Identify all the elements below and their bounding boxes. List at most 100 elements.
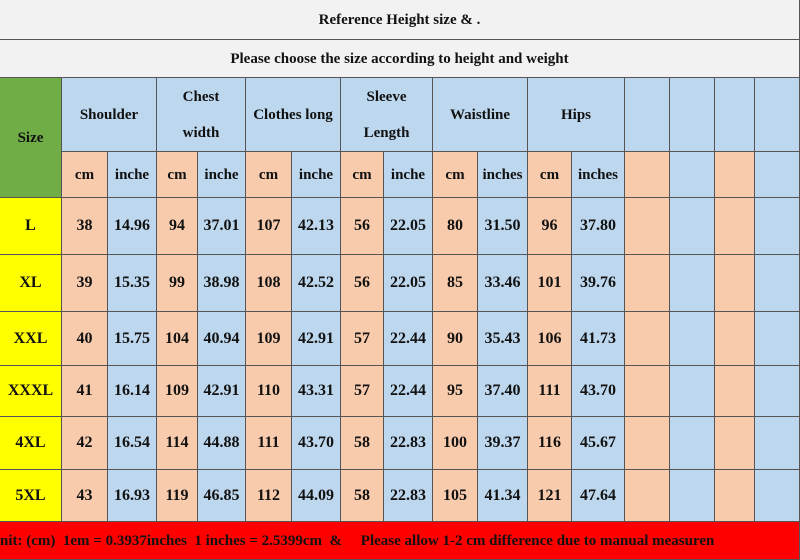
measurement: 22.83 xyxy=(384,417,433,470)
measurement: 44.88 xyxy=(198,417,246,470)
empty-cell xyxy=(670,255,715,312)
header-line: Shoulder xyxy=(79,106,139,123)
measurement: 58 xyxy=(341,470,384,522)
title: Reference Height size & . xyxy=(0,0,800,40)
measurement: 22.05 xyxy=(384,255,433,312)
unit-header: inche xyxy=(292,152,341,198)
empty-header xyxy=(715,78,755,152)
unit-header: inche xyxy=(198,152,246,198)
measurement: 39.76 xyxy=(572,255,625,312)
measurement: 57 xyxy=(341,366,384,417)
column-header: Clothes long xyxy=(246,78,341,152)
unit-header: inches xyxy=(478,152,528,198)
empty-cell xyxy=(715,312,755,366)
empty-header xyxy=(755,78,800,152)
measurement: 42.91 xyxy=(198,366,246,417)
measurement: 42.91 xyxy=(292,312,341,366)
measurement: 56 xyxy=(341,255,384,312)
measurement: 46.85 xyxy=(198,470,246,522)
measurement: 16.54 xyxy=(108,417,157,470)
measurement: 94 xyxy=(157,198,198,255)
footer-note: nit: (cm) 1em = 0.3937inches 1 inches = … xyxy=(0,522,800,560)
column-header: Waistline xyxy=(433,78,528,152)
unit-header: cm xyxy=(157,152,198,198)
measurement: 106 xyxy=(528,312,572,366)
measurement: 47.64 xyxy=(572,470,625,522)
empty-cell xyxy=(625,417,670,470)
unit-header: cm xyxy=(62,152,108,198)
measurement: 96 xyxy=(528,198,572,255)
measurement: 39.37 xyxy=(478,417,528,470)
empty-cell xyxy=(625,198,670,255)
measurement: 38 xyxy=(62,198,108,255)
empty-cell xyxy=(670,417,715,470)
measurement: 99 xyxy=(157,255,198,312)
measurement: 105 xyxy=(433,470,478,522)
empty-cell xyxy=(755,198,800,255)
empty-cell xyxy=(670,198,715,255)
empty-header xyxy=(670,78,715,152)
measurement: 41 xyxy=(62,366,108,417)
measurement: 101 xyxy=(528,255,572,312)
measurement: 42 xyxy=(62,417,108,470)
subtitle: Please choose the size according to heig… xyxy=(0,40,800,78)
measurement: 15.35 xyxy=(108,255,157,312)
measurement: 110 xyxy=(246,366,292,417)
measurement: 108 xyxy=(246,255,292,312)
measurement: 33.46 xyxy=(478,255,528,312)
size-header: Size xyxy=(0,78,62,198)
measurement: 109 xyxy=(157,366,198,417)
empty-cell xyxy=(755,417,800,470)
empty-cell xyxy=(755,366,800,417)
measurement: 40.94 xyxy=(198,312,246,366)
measurement: 22.44 xyxy=(384,366,433,417)
measurement: 111 xyxy=(528,366,572,417)
unit-header: cm xyxy=(341,152,384,198)
measurement: 37.40 xyxy=(478,366,528,417)
empty-cell xyxy=(715,470,755,522)
measurement: 35.43 xyxy=(478,312,528,366)
empty-cell xyxy=(670,470,715,522)
measurement: 56 xyxy=(341,198,384,255)
size-label: L xyxy=(0,198,62,255)
measurement: 43.70 xyxy=(292,417,341,470)
empty-cell xyxy=(670,152,715,198)
header-line: Sleeve xyxy=(366,88,407,105)
unit-header: inche xyxy=(108,152,157,198)
measurement: 41.34 xyxy=(478,470,528,522)
measurement: 58 xyxy=(341,417,384,470)
measurement: 107 xyxy=(246,198,292,255)
empty-cell xyxy=(625,312,670,366)
measurement: 14.96 xyxy=(108,198,157,255)
unit-header: cm xyxy=(246,152,292,198)
measurement: 90 xyxy=(433,312,478,366)
empty-cell xyxy=(755,312,800,366)
header-line: Chest xyxy=(182,88,220,105)
empty-cell xyxy=(625,255,670,312)
empty-cell xyxy=(755,470,800,522)
empty-cell xyxy=(625,470,670,522)
column-header: Chest width xyxy=(157,78,246,152)
measurement: 121 xyxy=(528,470,572,522)
empty-cell xyxy=(670,366,715,417)
size-label: XL xyxy=(0,255,62,312)
measurement: 42.52 xyxy=(292,255,341,312)
header-line: Clothes long xyxy=(253,106,333,123)
column-header: Hips xyxy=(528,78,625,152)
unit-header: inches xyxy=(572,152,625,198)
measurement: 38.98 xyxy=(198,255,246,312)
measurement: 112 xyxy=(246,470,292,522)
unit-header: cm xyxy=(433,152,478,198)
header-line: Hips xyxy=(560,106,591,123)
unit-header: inche xyxy=(384,152,433,198)
column-header: Sleeve Length xyxy=(341,78,433,152)
measurement: 16.93 xyxy=(108,470,157,522)
header-line: Waistline xyxy=(449,106,510,123)
size-label: 5XL xyxy=(0,470,62,522)
measurement: 111 xyxy=(246,417,292,470)
header-line: width xyxy=(182,124,220,141)
measurement: 95 xyxy=(433,366,478,417)
empty-cell xyxy=(755,255,800,312)
measurement: 80 xyxy=(433,198,478,255)
empty-cell xyxy=(715,198,755,255)
